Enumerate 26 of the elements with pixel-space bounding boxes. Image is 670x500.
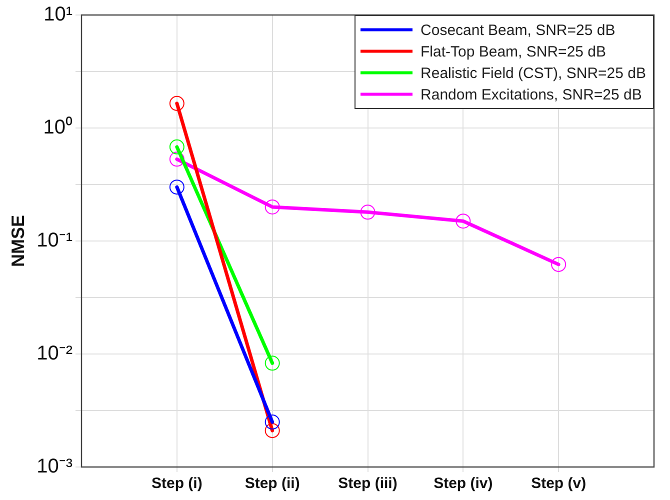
x-tick-label: Step (iv): [434, 475, 493, 492]
x-tick-label: Step (iii): [338, 475, 398, 492]
legend-label: Random Excitations, SNR=25 dB: [420, 86, 642, 104]
legend-label: Cosecant Beam, SNR=25 dB: [420, 22, 616, 39]
x-tick-label: Step (i): [152, 475, 202, 492]
point: [264, 423, 280, 438]
point: [264, 356, 280, 371]
y-tick-label: 10⁻³: [36, 456, 73, 478]
point: [360, 204, 376, 220]
x-tick-label: Step (ii): [244, 475, 300, 492]
y-tick-label: 10⁻²: [36, 342, 73, 365]
point: [169, 180, 184, 195]
legend-label: Realistic Field (CST), SNR=25 dB: [420, 64, 646, 82]
legend-label: Flat-Top Beam, SNR=25 dB: [420, 43, 606, 60]
point: [456, 214, 471, 229]
point: [169, 96, 184, 111]
y-tick-label: 10⁻¹: [36, 230, 73, 252]
point: [264, 414, 280, 430]
point: [169, 152, 184, 167]
point: [169, 139, 184, 154]
y-axis-title: NMSE: [8, 214, 28, 268]
x-tick-label: Step (v): [531, 475, 586, 492]
point: [551, 256, 566, 272]
y-tick-label: 10⁰: [43, 116, 73, 139]
point: [264, 199, 280, 214]
y-tick-label: 10¹: [44, 4, 73, 26]
